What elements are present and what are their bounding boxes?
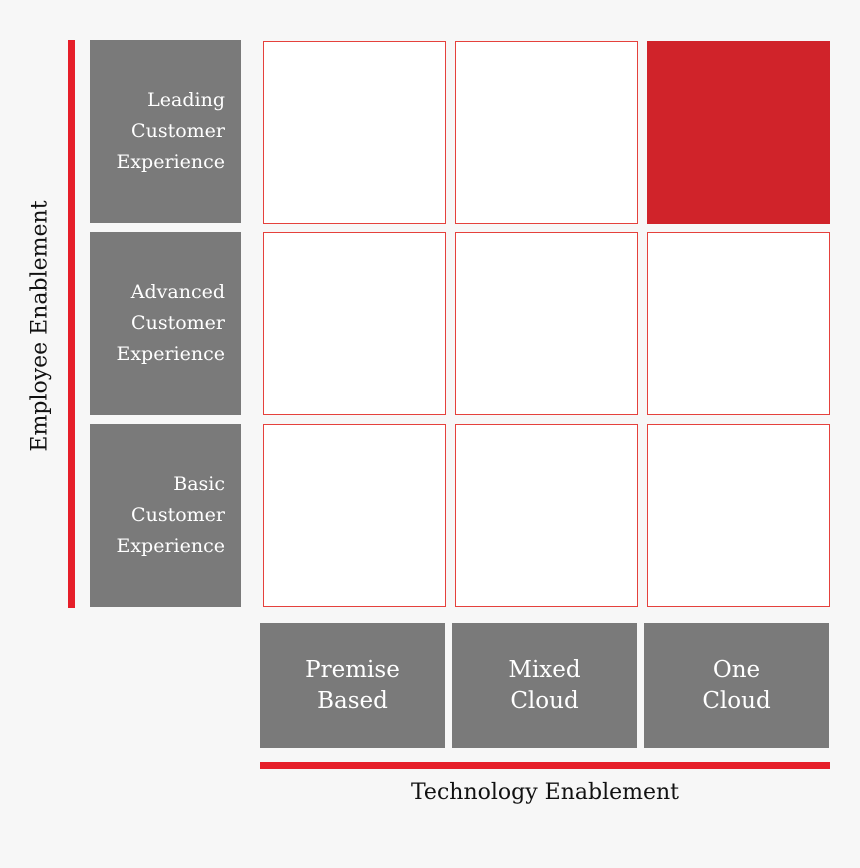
row-label-line: Customer: [131, 504, 225, 526]
column-label-line: Cloud: [702, 687, 771, 714]
cell-advanced-one-cloud: [647, 232, 830, 415]
row-label-line: Leading: [147, 89, 225, 111]
row-label-line: Customer: [131, 120, 225, 142]
column-label-one-cloud: One Cloud: [644, 623, 829, 748]
y-axis-title: Employee Enablement: [27, 200, 53, 452]
column-label-line: Cloud: [510, 687, 579, 714]
cell-basic-one-cloud: [647, 424, 830, 607]
column-label-premise-based: Premise Based: [260, 623, 445, 748]
cell-advanced-mixed: [455, 232, 638, 415]
column-label-mixed-cloud: Mixed Cloud: [452, 623, 637, 748]
row-label-line: Advanced: [130, 281, 225, 303]
cell-basic-premise: [263, 424, 446, 607]
x-axis-bar: [260, 762, 830, 769]
row-label-basic: Basic Customer Experience: [90, 424, 241, 607]
x-axis-title: Technology Enablement: [410, 780, 680, 805]
cell-leading-premise: [263, 41, 446, 224]
cell-leading-one-cloud-highlighted: [647, 41, 830, 224]
column-label-line: Mixed: [508, 656, 581, 683]
cell-leading-mixed: [455, 41, 638, 224]
row-label-leading: Leading Customer Experience: [90, 40, 241, 223]
row-label-line: Basic: [173, 473, 225, 495]
row-label-line: Experience: [116, 151, 225, 173]
cell-advanced-premise: [263, 232, 446, 415]
cell-basic-mixed: [455, 424, 638, 607]
row-label-line: Experience: [116, 535, 225, 557]
column-label-line: Based: [317, 687, 388, 714]
row-label-advanced: Advanced Customer Experience: [90, 232, 241, 415]
y-axis-bar: [68, 40, 75, 608]
row-label-line: Customer: [131, 312, 225, 334]
row-label-line: Experience: [116, 343, 225, 365]
column-label-line: One: [712, 656, 761, 683]
column-label-line: Premise: [305, 656, 400, 683]
